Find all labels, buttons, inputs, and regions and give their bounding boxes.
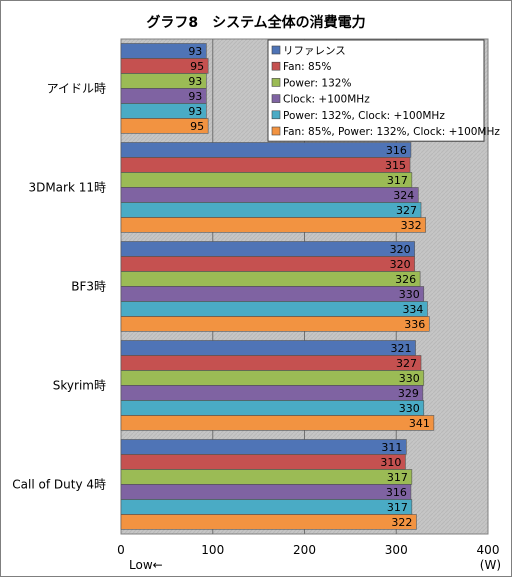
legend-entry: Power: 132%, Clock: +100MHz bbox=[283, 110, 445, 122]
category-label: アイドル時 bbox=[47, 82, 106, 96]
bar-value-label: 93 bbox=[188, 75, 202, 88]
bar bbox=[120, 439, 407, 455]
bar-value-label: 317 bbox=[387, 501, 408, 514]
legend-swatch bbox=[271, 61, 281, 71]
x-tick-label: 200 bbox=[293, 543, 316, 557]
bar-value-label: 330 bbox=[399, 372, 420, 385]
bar bbox=[120, 484, 412, 500]
bar bbox=[120, 217, 426, 233]
bar bbox=[120, 499, 413, 515]
bar-value-label: 317 bbox=[387, 471, 408, 484]
low-label: Low← bbox=[129, 558, 163, 572]
category-label: Call of Duty 4時 bbox=[12, 478, 106, 492]
bar bbox=[120, 370, 425, 386]
category-label: 3DMark 11時 bbox=[28, 181, 106, 195]
bar-value-label: 316 bbox=[386, 486, 407, 499]
bar-value-label: 316 bbox=[386, 144, 407, 157]
legend-entry: Fan: 85%, Power: 132%, Clock: +100MHz bbox=[283, 126, 500, 138]
bar bbox=[120, 142, 412, 158]
bar bbox=[120, 286, 425, 302]
bar bbox=[120, 316, 430, 332]
bar-value-label: 93 bbox=[188, 90, 202, 103]
bar-value-label: 315 bbox=[385, 159, 406, 172]
bar-value-label: 93 bbox=[188, 45, 202, 58]
bar-value-label: 321 bbox=[391, 342, 412, 355]
bar-value-label: 311 bbox=[381, 441, 402, 454]
bar-value-label: 327 bbox=[396, 357, 417, 370]
bar-value-label: 95 bbox=[190, 120, 204, 133]
legend-entry: Clock: +100MHz bbox=[283, 94, 370, 106]
bar bbox=[120, 415, 435, 431]
bar-value-label: 330 bbox=[399, 288, 420, 301]
bar-value-label: 320 bbox=[390, 243, 411, 256]
bars-group: 93 95 93 93 93 95 316 315 317 324 327 332 320 320 326 3… bbox=[120, 43, 435, 530]
bar-value-label: 320 bbox=[390, 258, 411, 271]
legend-box bbox=[267, 39, 485, 142]
legend-entry: リファレンス bbox=[283, 45, 346, 57]
bar bbox=[120, 202, 422, 218]
chart-title: グラフ8 システム全体の消費電力 bbox=[146, 14, 365, 31]
bar bbox=[120, 157, 411, 173]
legend-swatch bbox=[271, 110, 281, 120]
x-tick-label: 0 bbox=[117, 543, 125, 557]
bar bbox=[120, 172, 413, 188]
legend-swatch bbox=[271, 45, 281, 55]
bar-value-label: 327 bbox=[396, 204, 417, 217]
unit-label: (W) bbox=[480, 558, 501, 572]
bar-value-label: 332 bbox=[401, 219, 422, 232]
bar bbox=[120, 301, 428, 317]
bar-value-label: 326 bbox=[395, 273, 416, 286]
bar bbox=[120, 385, 424, 401]
bar-value-label: 341 bbox=[409, 417, 430, 430]
category-labels: アイドル時 3DMark 11時 BF3時 Skyrim時 Call of Duty 4… bbox=[12, 82, 106, 492]
legend-swatch bbox=[271, 78, 281, 87]
legend-entry: Fan: 85% bbox=[283, 61, 331, 73]
bar-value-label: 310 bbox=[380, 456, 401, 469]
category-label: Skyrim時 bbox=[53, 379, 106, 393]
bar-value-label: 330 bbox=[399, 402, 420, 415]
x-tick-label: 300 bbox=[385, 543, 408, 557]
legend: リファレンス Fan: 85% Power: 132% Clock: +100MHz P… bbox=[267, 39, 500, 142]
bar-value-label: 329 bbox=[398, 387, 419, 400]
bar bbox=[120, 118, 209, 134]
bar-value-label: 322 bbox=[391, 516, 412, 529]
bar bbox=[120, 241, 415, 257]
bar bbox=[120, 340, 416, 356]
bar-value-label: 334 bbox=[402, 303, 423, 316]
bar bbox=[120, 469, 413, 485]
bar-value-label: 93 bbox=[188, 105, 202, 118]
bar bbox=[120, 514, 417, 530]
bar-value-label: 336 bbox=[404, 318, 425, 331]
x-tick-labels: 0 100 200 300 400 bbox=[117, 543, 499, 557]
legend-swatch bbox=[271, 126, 281, 136]
bar bbox=[120, 400, 425, 416]
bar bbox=[120, 271, 421, 287]
legend-swatch bbox=[271, 94, 281, 103]
bar bbox=[120, 454, 406, 470]
bar-value-label: 95 bbox=[190, 60, 204, 73]
category-label: BF3時 bbox=[71, 280, 106, 294]
bar bbox=[120, 187, 419, 203]
legend-entry: Power: 132% bbox=[283, 77, 351, 89]
bar-value-label: 324 bbox=[393, 189, 414, 202]
bar bbox=[120, 256, 415, 272]
x-tick-label: 400 bbox=[477, 543, 500, 557]
bar bbox=[120, 355, 422, 371]
x-tick-label: 100 bbox=[201, 543, 224, 557]
bar-value-label: 317 bbox=[387, 174, 408, 187]
